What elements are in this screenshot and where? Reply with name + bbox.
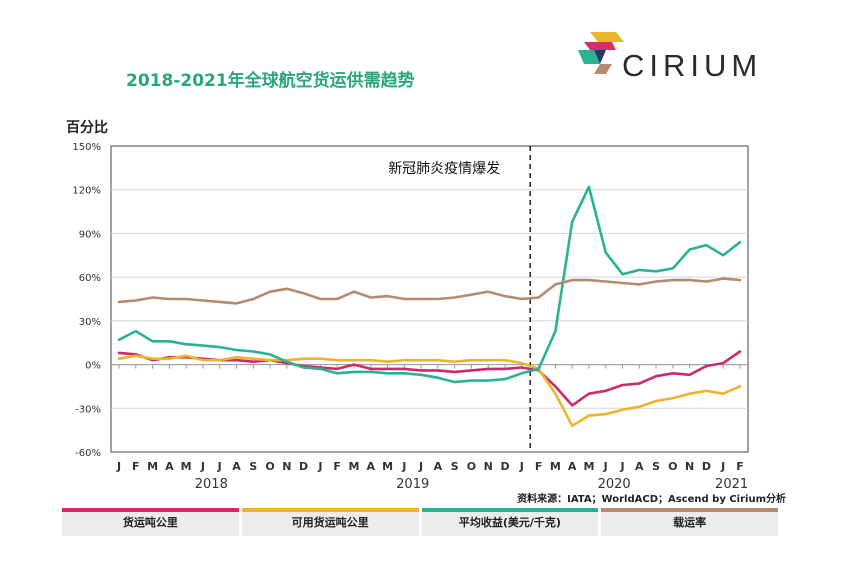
legend-item-atk: 可用货运吨公里 xyxy=(241,508,419,536)
x-tick-label: J xyxy=(116,460,121,473)
x-tick-label: A xyxy=(434,460,443,473)
x-tick-label: J xyxy=(200,460,205,473)
x-tick-label: F xyxy=(535,460,543,473)
x-tick-label: F xyxy=(333,460,341,473)
legend-label: 平均收益(美元/千克) xyxy=(458,516,561,529)
cirium-logo: CIRIUM xyxy=(576,30,786,90)
x-tick-label: M xyxy=(550,460,561,473)
legend-swatch xyxy=(62,508,239,512)
plot-frame xyxy=(110,145,749,453)
y-tick-label: 90% xyxy=(79,229,101,240)
x-tick-label: A xyxy=(568,460,577,473)
y-tick-label: -60% xyxy=(75,448,101,459)
x-tick-label: O xyxy=(467,460,476,473)
x-tick-label: F xyxy=(736,460,744,473)
x-tick-label: D xyxy=(299,460,308,473)
x-tick-label: S xyxy=(451,460,459,473)
year-label: 2019 xyxy=(396,477,429,492)
series-line-2 xyxy=(117,185,742,384)
line-chart: -60%-30%0%30%60%90%120%150%J F M A M J J A S O N D J… xyxy=(72,142,749,492)
x-tick-label: M xyxy=(181,460,192,473)
x-tick-label: A xyxy=(165,460,174,473)
y-tick-label: 0% xyxy=(85,361,101,372)
x-tick-label: F xyxy=(132,460,140,473)
x-tick-label: D xyxy=(500,460,509,473)
legend-swatch xyxy=(241,508,419,512)
x-tick-label: O xyxy=(668,460,677,473)
x-tick-label: N xyxy=(685,460,694,473)
legend-label: 货运吨公里 xyxy=(122,516,178,529)
y-axis-title: 百分比 xyxy=(66,120,108,136)
y-tick-label: -30% xyxy=(75,404,101,415)
legend-item-rtk: 货运吨公里 xyxy=(62,508,239,536)
chart-title: 2018-2021年全球航空货运供需趋势 xyxy=(126,71,415,91)
x-tick-label: J xyxy=(603,460,608,473)
y-tick-label: 30% xyxy=(79,317,101,328)
x-tick-label: J xyxy=(519,460,524,473)
x-tick-label: O xyxy=(265,460,274,473)
y-tick-label: 120% xyxy=(72,186,101,197)
x-tick-label: J xyxy=(317,460,322,473)
x-tick-label: N xyxy=(282,460,291,473)
y-tick-label: 150% xyxy=(72,142,101,153)
x-tick-label: A xyxy=(366,460,375,473)
year-label: 2021 xyxy=(715,477,748,492)
year-label: 2018 xyxy=(195,477,228,492)
logo-wordmark: CIRIUM xyxy=(622,48,763,83)
x-tick-label: M xyxy=(348,460,359,473)
x-tick-label: D xyxy=(702,460,711,473)
year-label: 2020 xyxy=(598,477,631,492)
x-tick-label: J xyxy=(720,460,725,473)
x-tick-label: M xyxy=(147,460,158,473)
x-tick-label: A xyxy=(635,460,644,473)
legend-label: 可用货运吨公里 xyxy=(291,516,369,529)
x-tick-label: J xyxy=(401,460,406,473)
x-tick-label: M xyxy=(382,460,393,473)
legend-swatch xyxy=(421,508,599,512)
legend-label: 载运率 xyxy=(673,516,707,529)
x-tick-label: J xyxy=(217,460,222,473)
series-line-3 xyxy=(117,277,742,305)
x-tick-label: M xyxy=(583,460,594,473)
x-tick-label: J xyxy=(418,460,423,473)
legend: 货运吨公里 可用货运吨公里 平均收益(美元/千克) 载运率 xyxy=(62,508,778,536)
legend-swatch xyxy=(601,508,778,512)
source-note: 资料来源：IATA；WorldACD；Ascend by Cirium分析 xyxy=(517,494,786,505)
x-tick-label: N xyxy=(484,460,493,473)
x-tick-label: J xyxy=(619,460,624,473)
cirium-logo-mark-icon xyxy=(578,32,624,74)
x-tick-label: S xyxy=(249,460,257,473)
legend-item-yield: 平均收益(美元/千克) xyxy=(421,508,599,536)
series-line-1 xyxy=(117,354,742,428)
x-tick-label: A xyxy=(232,460,241,473)
legend-item-load-factor: 载运率 xyxy=(601,508,778,536)
y-tick-label: 60% xyxy=(79,273,101,284)
x-tick-label: S xyxy=(652,460,660,473)
annotation-label: 新冠肺炎疫情爆发 xyxy=(388,161,500,177)
